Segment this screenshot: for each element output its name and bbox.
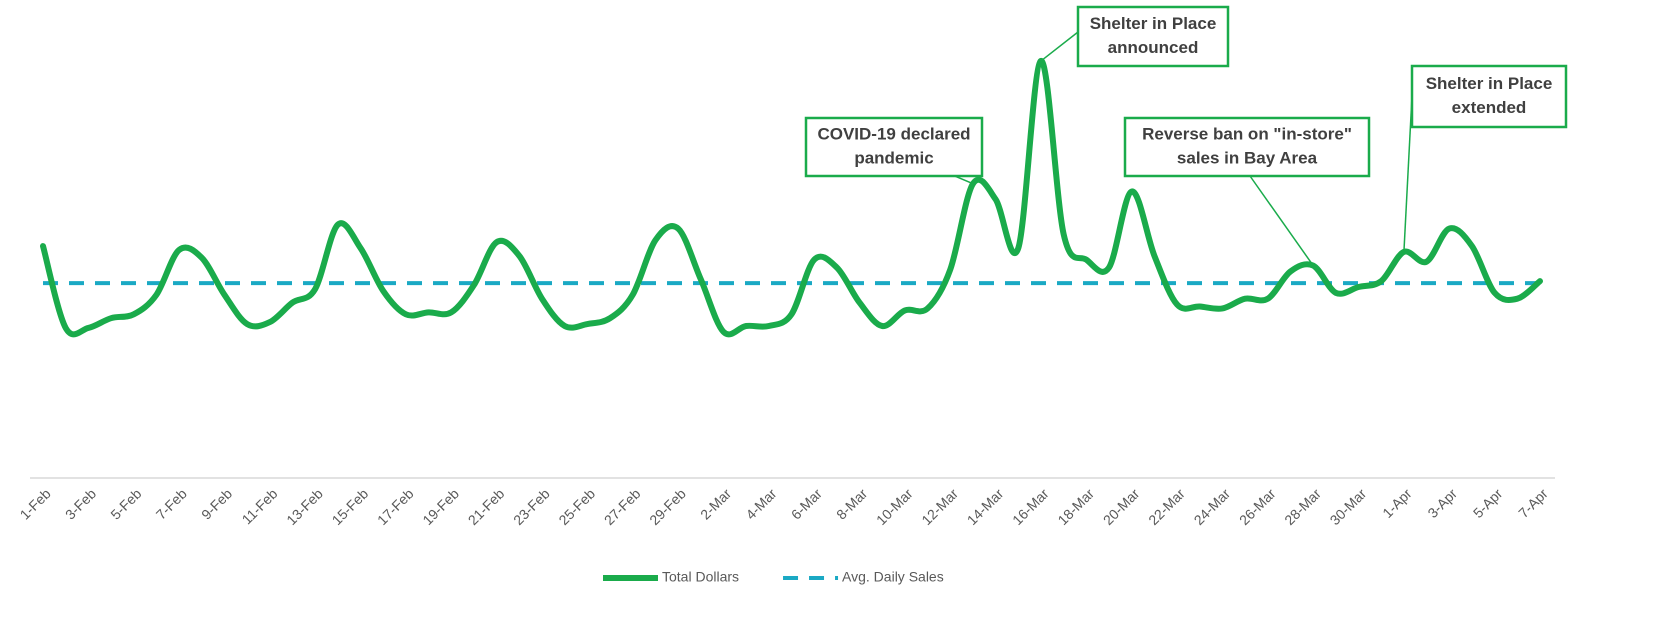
x-tick-label: 29-Feb <box>646 485 689 528</box>
x-tick-label: 1-Feb <box>17 485 54 522</box>
annotation-text: Reverse ban on "in-store" <box>1142 124 1352 143</box>
x-tick-label: 13-Feb <box>283 485 326 528</box>
x-tick-label: 5-Feb <box>107 485 144 522</box>
x-tick-label: 24-Mar <box>1191 485 1234 528</box>
x-tick-label: 18-Mar <box>1054 485 1097 528</box>
x-tick-label: 30-Mar <box>1327 485 1370 528</box>
x-tick-label: 9-Feb <box>198 485 235 522</box>
annotation-text: COVID-19 declared <box>817 124 970 143</box>
x-tick-label: 19-Feb <box>419 485 462 528</box>
x-tick-label: 23-Feb <box>510 485 553 528</box>
x-tick-label: 6-Mar <box>788 485 825 522</box>
x-tick-label: 7-Feb <box>153 485 190 522</box>
legend-label: Total Dollars <box>662 569 739 585</box>
x-tick-label: 25-Feb <box>555 485 598 528</box>
x-tick-label: 1-Apr <box>1379 485 1415 521</box>
annotation-leader <box>1249 175 1314 266</box>
x-tick-label: 28-Mar <box>1281 485 1324 528</box>
x-tick-label: 5-Apr <box>1470 485 1506 521</box>
legend-label: Avg. Daily Sales <box>842 569 944 585</box>
x-tick-label: 16-Mar <box>1009 485 1052 528</box>
x-tick-label: 8-Mar <box>833 485 870 522</box>
series-line <box>40 57 1543 338</box>
x-tick-label: 22-Mar <box>1145 485 1188 528</box>
x-tick-label: 17-Feb <box>374 485 417 528</box>
annotation-text: announced <box>1108 38 1199 57</box>
x-tick-label: 26-Mar <box>1236 485 1279 528</box>
x-tick-label: 4-Mar <box>742 485 779 522</box>
x-tick-label: 2-Mar <box>697 485 734 522</box>
x-tick-label: 15-Feb <box>329 485 372 528</box>
annotation-text: pandemic <box>854 148 933 167</box>
annotation-text: Shelter in Place <box>1426 74 1553 93</box>
x-tick-label: 3-Apr <box>1424 485 1460 521</box>
annotation-leader <box>1040 31 1079 62</box>
annotation-text: sales in Bay Area <box>1177 148 1318 167</box>
x-tick-label: 21-Feb <box>465 485 508 528</box>
x-tick-label: 27-Feb <box>601 485 644 528</box>
x-tick-label: 3-Feb <box>62 485 99 522</box>
x-tick-label: 20-Mar <box>1100 485 1143 528</box>
annotation-box <box>1123 116 1371 178</box>
x-tick-label: 12-Mar <box>918 485 961 528</box>
annotation-box <box>804 116 984 178</box>
annotation-text: extended <box>1452 98 1527 117</box>
x-tick-label: 10-Mar <box>873 485 916 528</box>
x-tick-label: 14-Mar <box>964 485 1007 528</box>
x-tick-label: 7-Apr <box>1515 485 1551 521</box>
annotation-box <box>1076 5 1230 68</box>
annotation-text: Shelter in Place <box>1090 14 1217 33</box>
annotation-box <box>1410 64 1568 129</box>
annotation-leader <box>1403 95 1413 252</box>
x-tick-label: 11-Feb <box>239 485 281 527</box>
